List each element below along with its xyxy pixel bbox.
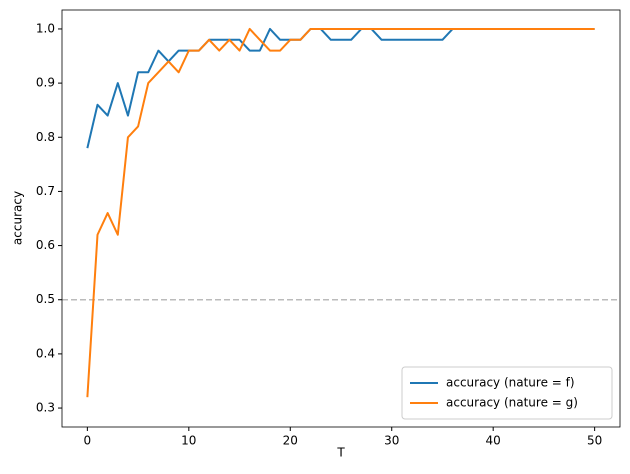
x-tick-label: 0 bbox=[84, 434, 92, 448]
legend-label: accuracy (nature = g) bbox=[446, 396, 578, 410]
y-axis-label: accuracy bbox=[11, 191, 25, 245]
legend-label: accuracy (nature = f) bbox=[446, 376, 575, 390]
y-tick-label: 0.5 bbox=[36, 292, 55, 306]
x-tick-label: 50 bbox=[587, 434, 602, 448]
y-tick-label: 1.0 bbox=[36, 21, 55, 35]
y-tick-label: 0.3 bbox=[36, 401, 55, 415]
y-tick-label: 0.9 bbox=[36, 76, 55, 90]
plot-frame bbox=[61, 9, 621, 428]
x-axis-label: T bbox=[336, 446, 345, 460]
x-tick-label: 40 bbox=[486, 434, 501, 448]
y-tick-label: 0.4 bbox=[36, 346, 55, 360]
y-tick-label: 0.7 bbox=[36, 184, 55, 198]
x-tick-label: 30 bbox=[384, 434, 399, 448]
x-tick-label: 20 bbox=[283, 434, 298, 448]
x-tick-label: 10 bbox=[181, 434, 196, 448]
y-tick-label: 0.6 bbox=[36, 238, 55, 252]
y-tick-label: 0.8 bbox=[36, 130, 55, 144]
series-line bbox=[86, 27, 595, 149]
series-line bbox=[86, 27, 595, 398]
legend-box bbox=[401, 366, 613, 420]
